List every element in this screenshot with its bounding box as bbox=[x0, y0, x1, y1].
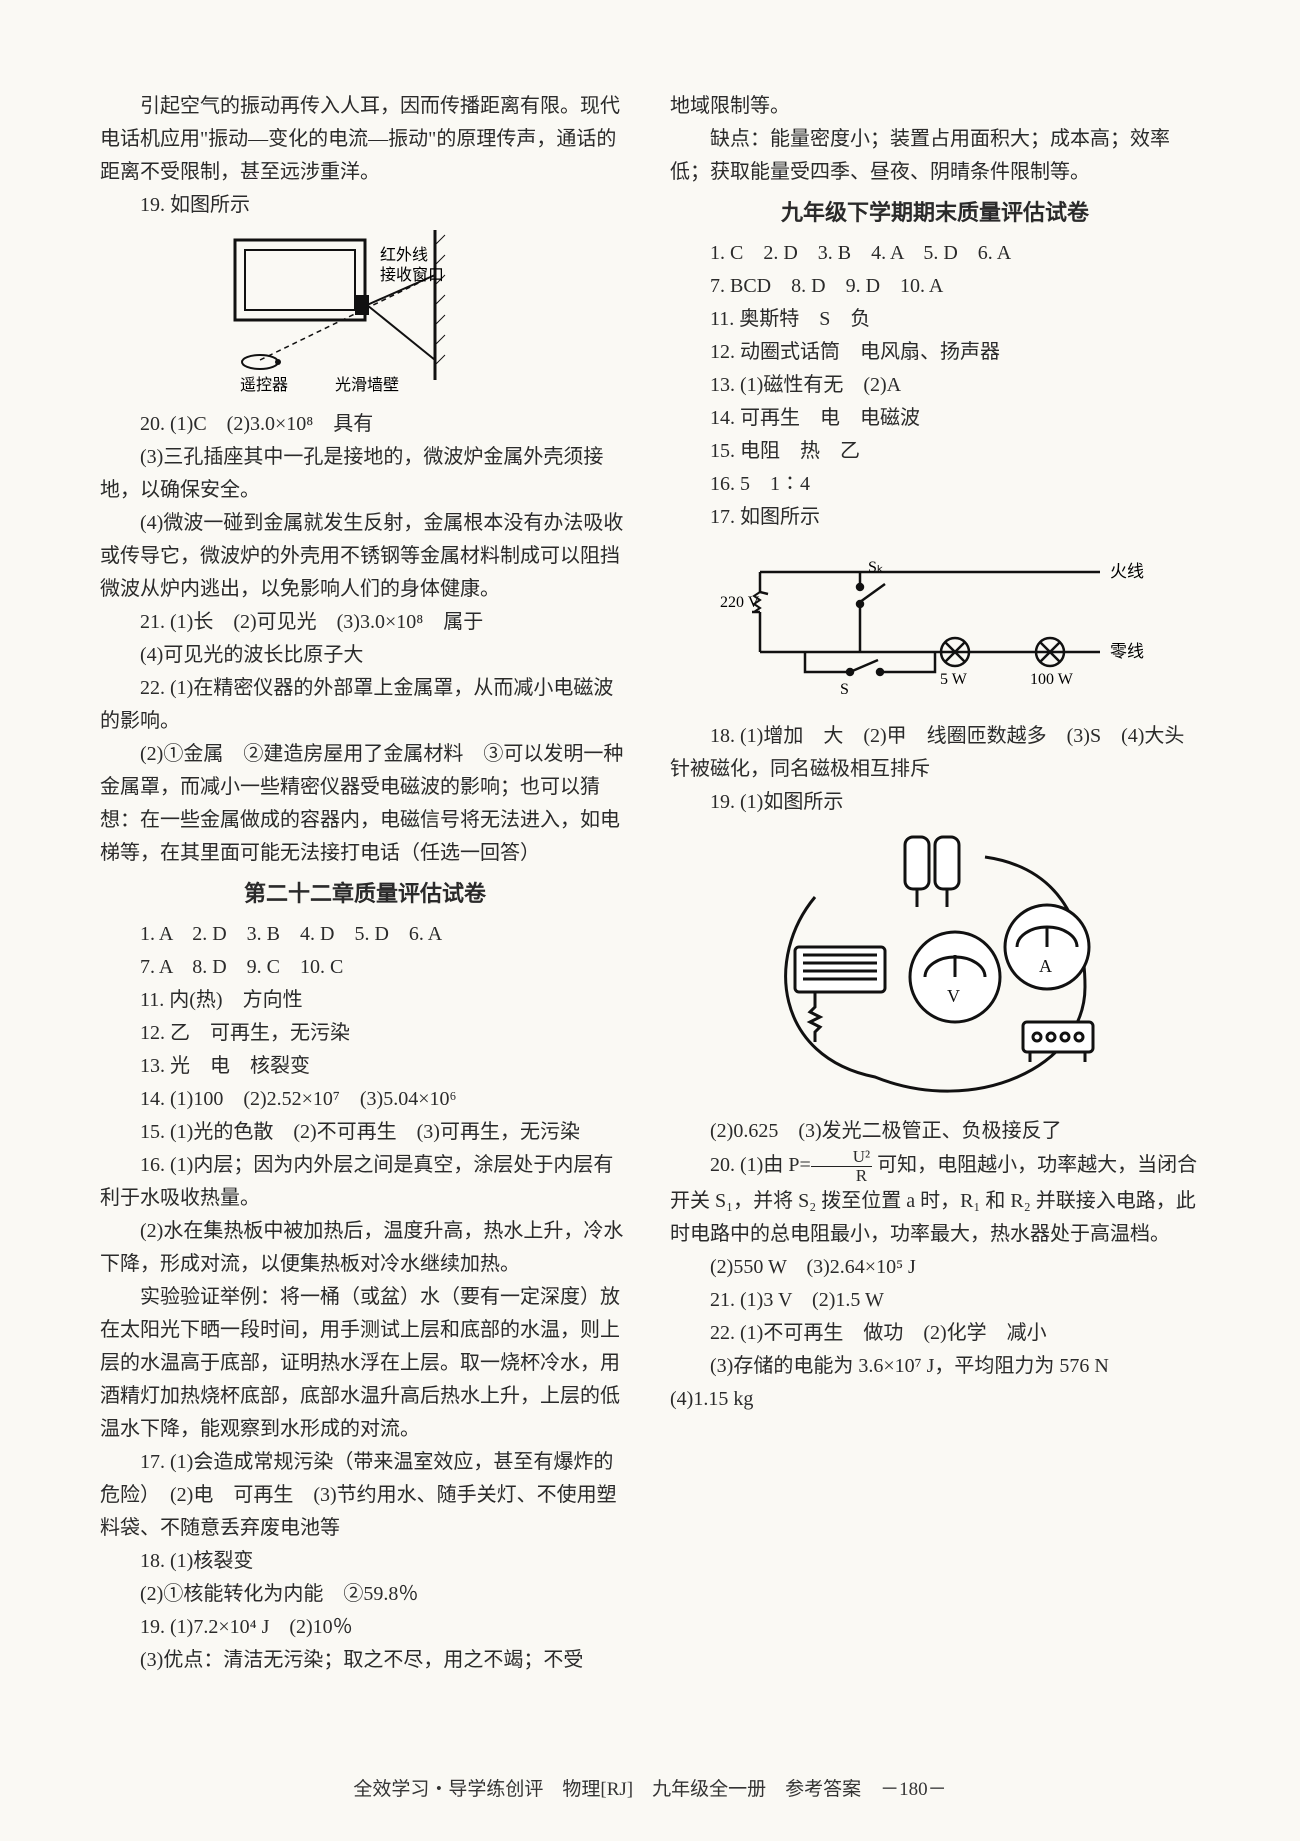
q22-2: (2)①金属 ②建造房屋用了金属材料 ③可以发明一种金属罩，而减小一些精密仪器受… bbox=[100, 738, 630, 870]
circuit-5w: 5 W bbox=[940, 671, 968, 688]
final-16: 16. 5 1∶4 bbox=[670, 468, 1200, 501]
q22-1: 22. (1)在精密仪器的外部罩上金属罩，从而减小电磁波的影响。 bbox=[100, 672, 630, 738]
final-20: 20. (1)由 P=U²R 可知，电阻越小，功率越大，当闭合开关 S₁，并将 … bbox=[670, 1148, 1200, 1251]
fig1-label-window: 接收窗口 bbox=[380, 266, 444, 284]
fig1-label-remote: 遥控器 bbox=[240, 376, 288, 394]
circuit-figure: 220 V Sₖ S 5 W 100 W 火线 零线 bbox=[720, 542, 1150, 712]
final-17: 17. 如图所示 bbox=[670, 501, 1200, 534]
cont-line2: 缺点：能量密度小；装置占用面积大；成本高；效率低；获取能量受四季、昼夜、阴晴条件… bbox=[670, 123, 1200, 189]
final-19-1: 19. (1)如图所示 bbox=[670, 786, 1200, 819]
final-13: 13. (1)磁性有无 (2)A bbox=[670, 369, 1200, 402]
final-19-2: (2)0.625 (3)发光二极管正、负极接反了 bbox=[670, 1115, 1200, 1148]
q20-1: 20. (1)C (2)3.0×10⁸ 具有 bbox=[100, 408, 630, 441]
circuit-fire: 火线 bbox=[1110, 562, 1144, 581]
intro-paragraph: 引起空气的振动再传入人耳，因而传播距离有限。现代电话机应用"振动—变化的电流—振… bbox=[100, 90, 630, 189]
fig1-label-wall: 光滑墙壁 bbox=[335, 375, 399, 394]
final-21: 21. (1)3 V (2)1.5 W bbox=[670, 1284, 1200, 1317]
circuit-s: S bbox=[840, 681, 849, 698]
apparatus-figure: V A bbox=[755, 827, 1115, 1107]
q21-4: (4)可见光的波长比原子大 bbox=[100, 639, 630, 672]
ch22-mc2: 7. A 8. D 9. C 10. C bbox=[100, 951, 630, 984]
q21-1: 21. (1)长 (2)可见光 (3)3.0×10⁸ 属于 bbox=[100, 606, 630, 639]
fig1-label-ir: 红外线 bbox=[380, 246, 428, 264]
page-footer: 全效学习・导学练创评 物理[RJ] 九年级全一册 参考答案 －180－ bbox=[0, 1774, 1300, 1801]
final-exam-title: 九年级下学期期末质量评估试卷 bbox=[670, 195, 1200, 231]
ch22-19-3: (3)优点：清洁无污染；取之不尽，用之不竭；不受 bbox=[100, 1644, 630, 1677]
ch22-15: 15. (1)光的色散 (2)不可再生 (3)可再生，无污染 bbox=[100, 1116, 630, 1149]
ch22-11: 11. 内(热) 方向性 bbox=[100, 984, 630, 1017]
circuit-zero: 零线 bbox=[1110, 642, 1144, 661]
ch22-18-2: (2)①核能转化为内能 ②59.8％ bbox=[100, 1578, 630, 1611]
q19-label: 19. 如图所示 bbox=[100, 189, 630, 222]
final-22-3: (3)存储的电能为 3.6×10⁷ J，平均阻力为 576 N bbox=[670, 1350, 1200, 1383]
final-15: 15. 电阻 热 乙 bbox=[670, 435, 1200, 468]
ch22-18-1: 18. (1)核裂变 bbox=[100, 1545, 630, 1578]
ir-remote-figure: 红外线 接收窗口 遥控器 光滑墙壁 bbox=[205, 230, 525, 400]
final-22-1: 22. (1)不可再生 做功 (2)化学 减小 bbox=[670, 1317, 1200, 1350]
frac-num: U² bbox=[811, 1148, 872, 1167]
final-14: 14. 可再生 电 电磁波 bbox=[670, 402, 1200, 435]
ch22-16-2: (2)水在集热板中被加热后，温度升高，热水上升，冷水下降，形成对流，以便集热板对… bbox=[100, 1215, 630, 1281]
circuit-100w: 100 W bbox=[1030, 671, 1074, 688]
right-column: 地域限制等。 缺点：能量密度小；装置占用面积大；成本高；效率低；获取能量受四季、… bbox=[670, 90, 1200, 1710]
final-20-2: (2)550 W (3)2.64×10⁵ J bbox=[670, 1251, 1200, 1284]
frac-den: R bbox=[811, 1167, 872, 1185]
circuit-sk: Sₖ bbox=[868, 559, 884, 576]
final-20-pre: 20. (1)由 P= bbox=[710, 1154, 811, 1176]
q20-3: (3)三孔插座其中一孔是接地的，微波炉金属外壳须接地，以确保安全。 bbox=[100, 441, 630, 507]
ch22-14: 14. (1)100 (2)2.52×10⁷ (3)5.04×10⁶ bbox=[100, 1083, 630, 1116]
ch22-17: 17. (1)会造成常规污染（带来温室效应，甚至有爆炸的危险） (2)电 可再生… bbox=[100, 1446, 630, 1545]
final-mc1: 1. C 2. D 3. B 4. A 5. D 6. A bbox=[670, 237, 1200, 270]
svg-text:A: A bbox=[1039, 956, 1052, 976]
final-18: 18. (1)增加 大 (2)甲 线圈匝数越多 (3)S (4)大头针被磁化，同… bbox=[670, 720, 1200, 786]
page: 引起空气的振动再传入人耳，因而传播距离有限。现代电话机应用"振动—变化的电流—振… bbox=[0, 0, 1300, 1841]
left-column: 引起空气的振动再传入人耳，因而传播距离有限。现代电话机应用"振动—变化的电流—振… bbox=[100, 90, 630, 1710]
chapter22-title: 第二十二章质量评估试卷 bbox=[100, 876, 630, 912]
ch22-mc1: 1. A 2. D 3. B 4. D 5. D 6. A bbox=[100, 918, 630, 951]
final-11: 11. 奥斯特 S 负 bbox=[670, 303, 1200, 336]
ch22-13: 13. 光 电 核裂变 bbox=[100, 1050, 630, 1083]
two-column-layout: 引起空气的振动再传入人耳，因而传播距离有限。现代电话机应用"振动—变化的电流—振… bbox=[100, 90, 1200, 1710]
ch22-16-1: 16. (1)内层；因为内外层之间是真空，涂层处于内层有利于水吸收热量。 bbox=[100, 1149, 630, 1215]
ch22-19-1: 19. (1)7.2×10⁴ J (2)10％ bbox=[100, 1611, 630, 1644]
ch22-16-exp: 实验验证举例：将一桶（或盆）水（要有一定深度）放在太阳光下晒一段时间，用手测试上… bbox=[100, 1281, 630, 1446]
fraction-u2-r: U²R bbox=[811, 1148, 872, 1185]
final-mc2: 7. BCD 8. D 9. D 10. A bbox=[670, 270, 1200, 303]
final-12: 12. 动圈式话筒 电风扇、扬声器 bbox=[670, 336, 1200, 369]
final-22-4: (4)1.15 kg bbox=[670, 1383, 1200, 1416]
svg-text:V: V bbox=[947, 986, 960, 1006]
ch22-12: 12. 乙 可再生，无污染 bbox=[100, 1017, 630, 1050]
q20-4: (4)微波一碰到金属就发生反射，金属根本没有办法吸收或传导它，微波炉的外壳用不锈… bbox=[100, 507, 630, 606]
cont-line1: 地域限制等。 bbox=[670, 90, 1200, 123]
